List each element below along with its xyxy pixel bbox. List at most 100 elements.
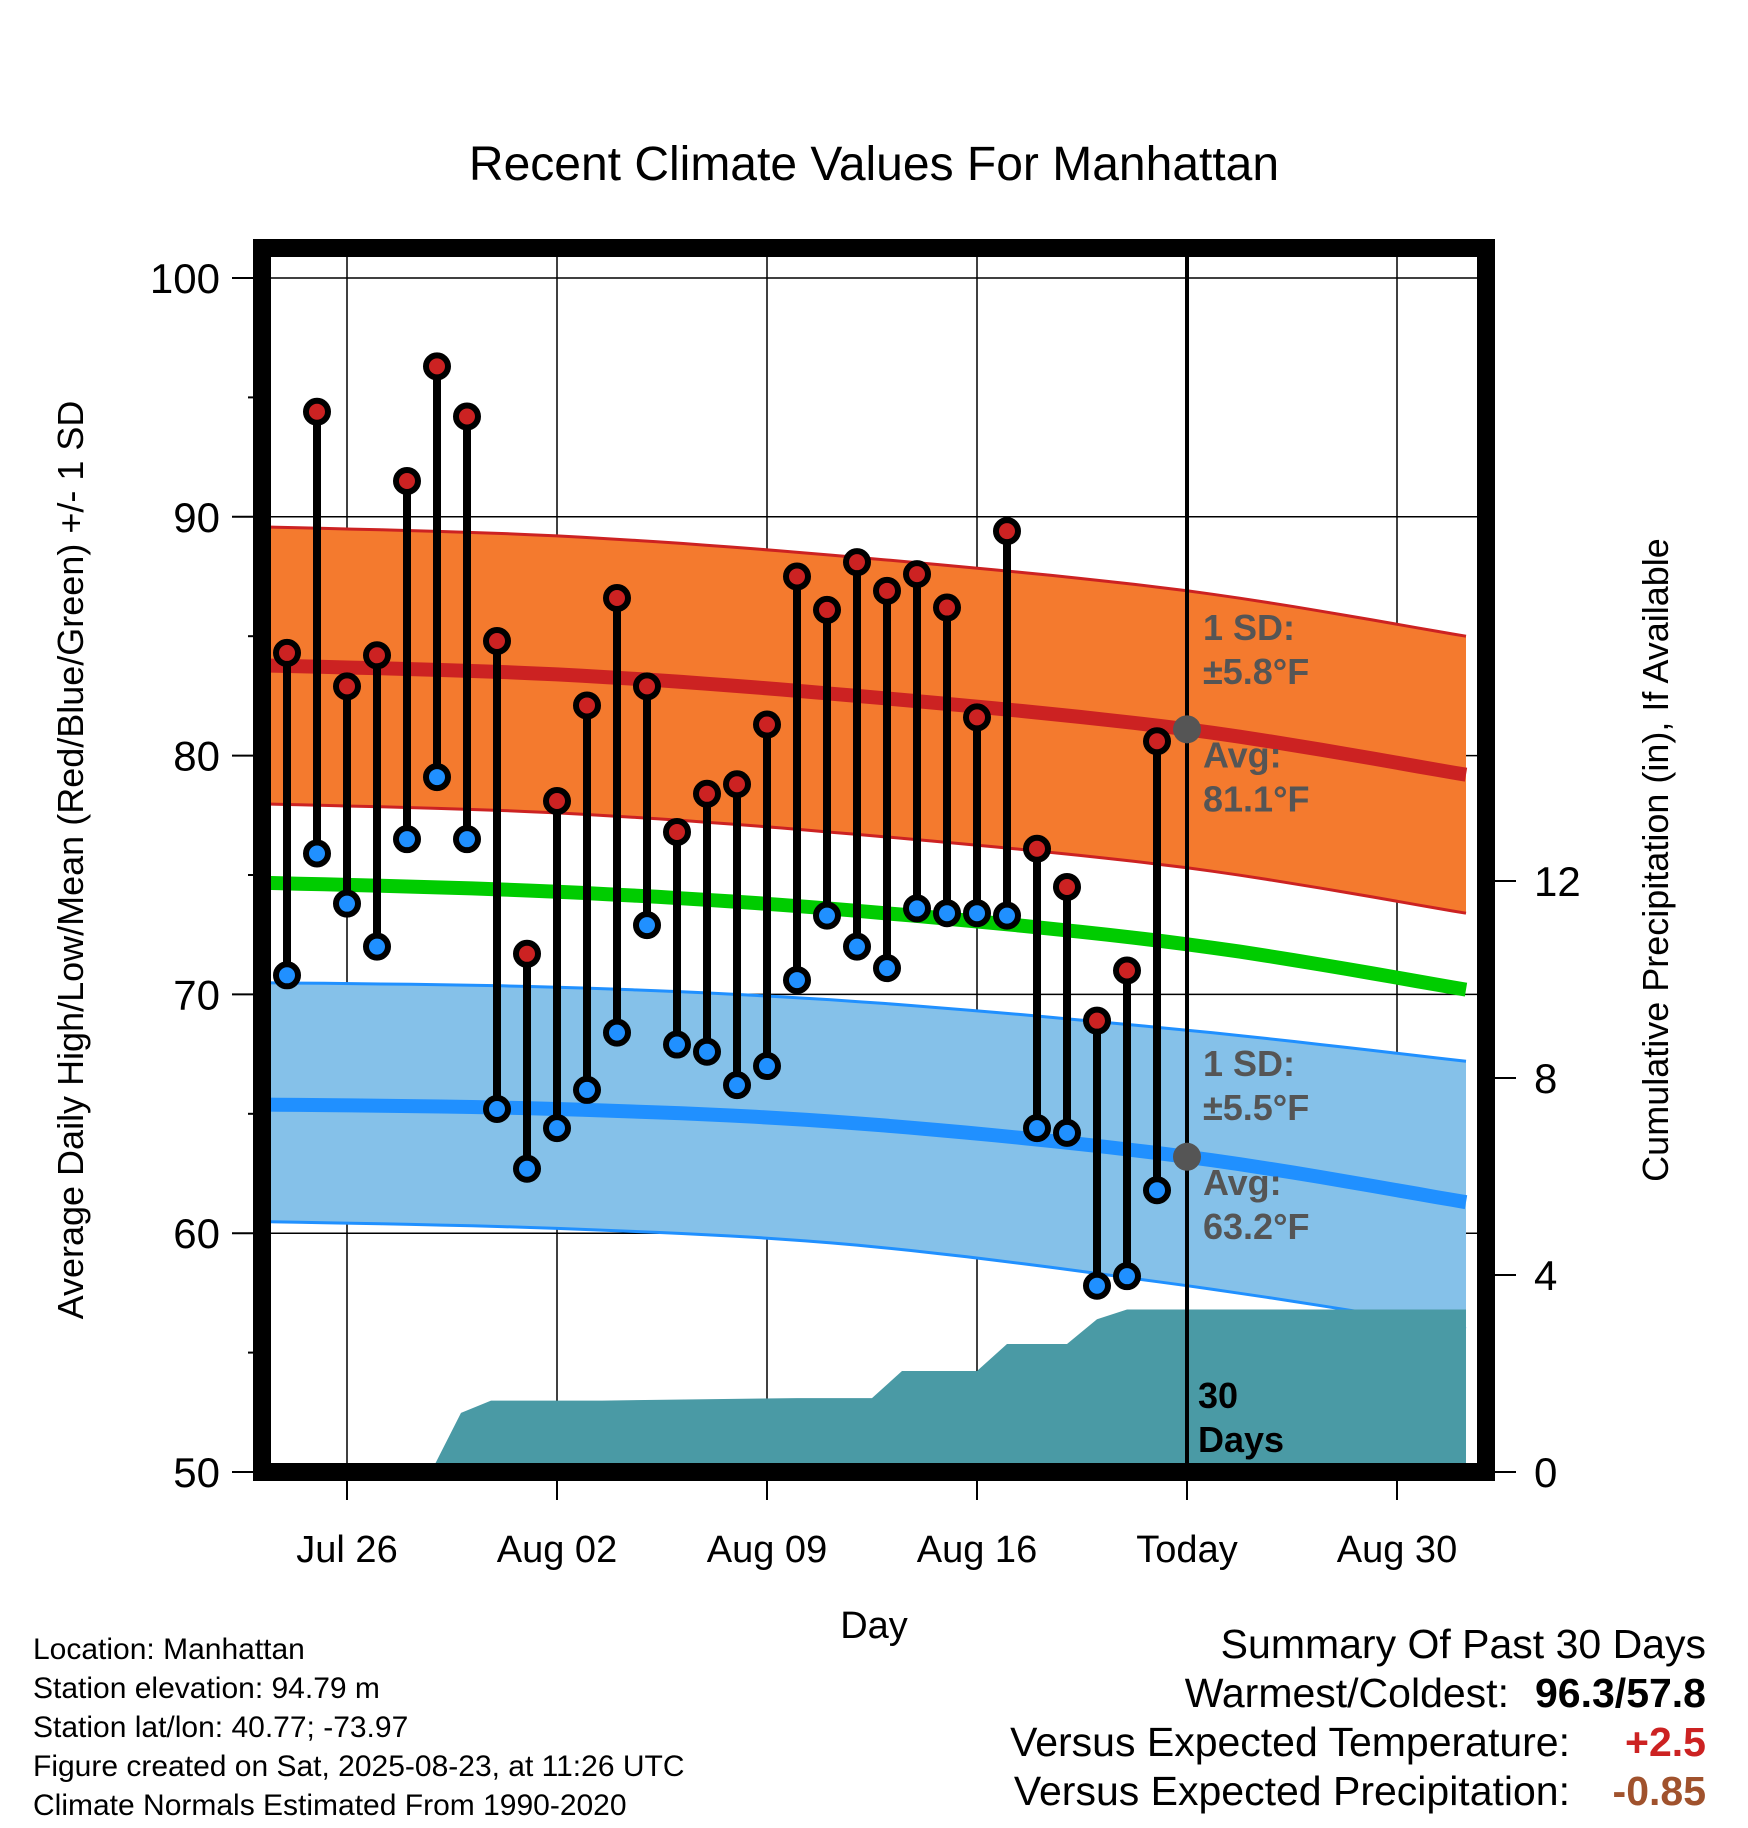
- daily-high-point: [303, 397, 331, 426]
- daily-low-point: [723, 1071, 751, 1100]
- daily-low-point: [333, 889, 361, 918]
- daily-low-point: [1053, 1118, 1081, 1147]
- coldest-value: 57.8: [1626, 1670, 1706, 1716]
- x-tick-label: Aug 30: [1337, 1529, 1457, 1571]
- precip-departure-value: -0.85: [1612, 1768, 1706, 1814]
- x-tick-label: Today: [1136, 1529, 1237, 1571]
- daily-low-point: [963, 899, 991, 928]
- daily-high-point: [993, 517, 1021, 546]
- daily-high-point: [1023, 834, 1051, 863]
- x-tick-label: Jul 26: [296, 1529, 397, 1571]
- left-axis-label: Average Daily High/Low/Mean (Red/Blue/Gr…: [50, 401, 91, 1320]
- daily-low-point: [423, 763, 451, 792]
- summary-heading: Summary Of Past 30 Days: [1220, 1621, 1706, 1667]
- high-sd-annotation-line-2: ±5.8°F: [1203, 651, 1309, 692]
- daily-low-point: [873, 954, 901, 983]
- daily-low-point: [453, 825, 481, 854]
- daily-high-point: [483, 626, 511, 655]
- daily-high-point: [753, 710, 781, 739]
- daily-low-point: [393, 825, 421, 854]
- daily-low-point: [783, 966, 811, 995]
- daily-low-point: [273, 961, 301, 990]
- info-normals: Climate Normals Estimated From 1990-2020: [33, 1789, 627, 1822]
- low-sd-annotation-line-2: ±5.5°F: [1203, 1087, 1309, 1128]
- chart-title: Recent Climate Values For Manhattan: [469, 138, 1279, 191]
- daily-high-point: [933, 593, 961, 622]
- info-latlon: Station lat/lon: 40.77; -73.97: [33, 1711, 409, 1744]
- daily-high-point: [1113, 956, 1141, 985]
- low-sd-annotation-line-1: 1 SD:: [1203, 1043, 1295, 1084]
- daily-high-point: [633, 672, 661, 701]
- precip-label: Versus Expected Precipitation:: [1013, 1768, 1570, 1814]
- summary-panel: Summary Of Past 30 Days Warmest/Coldest:…: [1010, 1620, 1706, 1816]
- daily-high-point: [363, 641, 391, 670]
- daily-high-point: [573, 691, 601, 720]
- x-axis-label: Day: [840, 1605, 908, 1647]
- right-tick-label: 8: [1534, 1055, 1557, 1102]
- left-tick-label: 60: [173, 1210, 220, 1257]
- daily-high-point: [513, 939, 541, 968]
- right-tick-label: 4: [1534, 1252, 1557, 1299]
- daily-low-point: [1143, 1176, 1171, 1205]
- daily-low-point: [843, 932, 871, 961]
- low-sd-lower-line: [262, 1220, 1467, 1331]
- daily-high-point: [783, 562, 811, 591]
- daily-high-point: [453, 402, 481, 431]
- daily-low-point: [693, 1037, 721, 1066]
- daily-low-point: [513, 1154, 541, 1183]
- left-tick-label: 70: [173, 971, 220, 1018]
- daily-high-point: [693, 779, 721, 808]
- temp-label: Versus Expected Temperature:: [1010, 1719, 1570, 1765]
- right-tick-label: 0: [1534, 1449, 1557, 1496]
- daily-high-point: [963, 703, 991, 732]
- today-high-avg-marker: [1173, 715, 1201, 744]
- daily-high-point: [813, 595, 841, 624]
- x-tick-label: Aug 16: [917, 1529, 1037, 1571]
- temp-departure-value: +2.5: [1625, 1719, 1706, 1765]
- axes: 50 60 70 80 90 100 0 4 8 12 Jul 26 Aug 02 Aug 09 Aug …: [150, 255, 1581, 1571]
- warm-cold-separator: /: [1614, 1670, 1627, 1716]
- high-sd-band: [262, 526, 1466, 914]
- info-created: Figure created on Sat, 2025-08-23, at 11…: [33, 1750, 685, 1783]
- daily-high-point: [873, 576, 901, 605]
- daily-low-point: [303, 839, 331, 868]
- summary-temp-row: Versus Expected Temperature: +2.5: [1010, 1718, 1706, 1767]
- high-sd-annotation-line-1: 1 SD:: [1203, 607, 1295, 648]
- daily-high-point: [903, 560, 931, 589]
- info-location: Location: Manhattan: [33, 1633, 305, 1666]
- left-tick-label: 100: [150, 255, 220, 302]
- window-annotation-line-2: Days: [1198, 1419, 1284, 1460]
- left-tick-label: 50: [173, 1449, 220, 1496]
- summary-precip-row: Versus Expected Precipitation: -0.85: [1010, 1767, 1706, 1816]
- daily-low-point: [603, 1018, 631, 1047]
- high-avg-annotation-line-1: Avg:: [1203, 734, 1282, 775]
- daily-high-point: [603, 583, 631, 612]
- left-tick-label: 90: [173, 494, 220, 541]
- daily-low-point: [543, 1114, 571, 1143]
- daily-low-point: [813, 901, 841, 930]
- daily-low-point: [1113, 1262, 1141, 1291]
- daily-high-point: [843, 548, 871, 577]
- window-annotation-line-1: 30: [1198, 1375, 1238, 1416]
- low-avg-annotation-line-1: Avg:: [1203, 1162, 1282, 1203]
- low-avg-annotation-line-2: 63.2°F: [1203, 1206, 1309, 1247]
- plot-frame: [253, 239, 1495, 1481]
- daily-high-point: [1083, 1006, 1111, 1035]
- daily-high-point: [663, 818, 691, 847]
- info-elevation: Station elevation: 94.79 m: [33, 1672, 380, 1705]
- station-info: Location: Manhattan Station elevation: 9…: [33, 1630, 685, 1825]
- high-avg-annotation-line-2: 81.1°F: [1203, 778, 1309, 819]
- right-axis-label: Cumulative Precipitation (in), If Availa…: [1635, 538, 1676, 1182]
- daily-high-point: [723, 770, 751, 799]
- right-tick-label: 12: [1534, 858, 1581, 905]
- daily-high-point: [393, 466, 421, 495]
- daily-high-point: [423, 352, 451, 381]
- x-tick-label: Aug 02: [497, 1529, 617, 1571]
- daily-high-point: [1053, 872, 1081, 901]
- daily-low-point: [483, 1095, 511, 1124]
- left-tick-label: 80: [173, 733, 220, 780]
- daily-high-point: [273, 638, 301, 667]
- warm-cold-label: Warmest/Coldest:: [1184, 1670, 1509, 1716]
